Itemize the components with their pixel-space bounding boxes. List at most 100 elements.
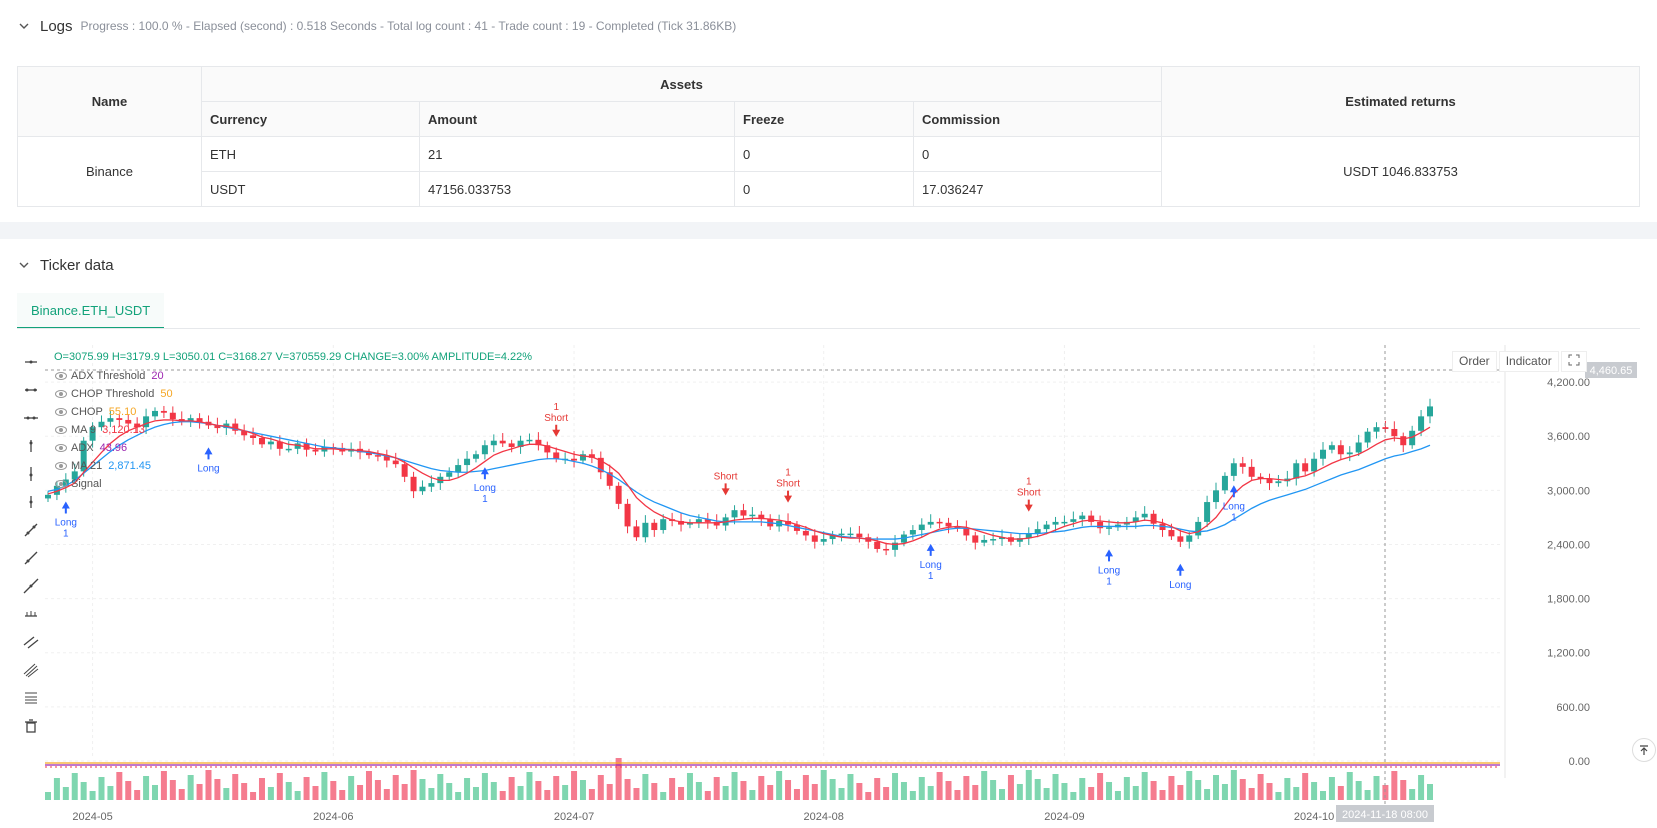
extended-line-icon[interactable] [18,404,44,432]
volume-bar [294,791,301,800]
volume-bar [160,771,167,800]
volume-bar [267,787,274,800]
eye-icon[interactable] [55,462,67,470]
volume-bar [900,782,907,800]
volume-bar [1239,779,1246,800]
candle-body [267,441,274,445]
volume-bar [731,772,738,800]
chevron-down-icon[interactable] [17,19,31,33]
candle-body [829,534,836,540]
volume-bar [80,782,87,800]
short-arrow-icon [552,424,561,437]
ray-line-icon[interactable] [18,376,44,404]
vertical-line-icon[interactable] [18,460,44,488]
candle-body [856,533,863,538]
candlestick-chart[interactable]: 4,200.00 3,600.00 3,000.00 2,400.00 1,800.00… [0,340,1657,828]
candle-body [160,410,167,413]
legend-item[interactable]: CHOP 55.10 [55,403,173,421]
indicator-button[interactable]: Indicator [1498,351,1559,372]
candle-body [1328,445,1335,450]
horizontal-line-icon[interactable] [18,348,44,376]
volume-bar [116,772,123,800]
eye-icon[interactable] [55,444,67,452]
volume-bar [339,790,346,800]
volume-bar [713,777,720,800]
legend-item[interactable]: ADX 43.96 [55,439,173,457]
fib-retracement-icon[interactable] [18,684,44,712]
trend-line-icon[interactable] [18,516,44,544]
logs-header[interactable]: Logs Progress : 100.0 % - Elapsed (secon… [0,8,1657,44]
candle-body [1168,530,1175,537]
fullscreen-icon[interactable] [1560,351,1587,372]
eye-icon[interactable] [55,372,67,380]
candle-body [143,416,150,428]
legend-item[interactable]: Signal [55,475,173,493]
volume-bar [45,792,51,800]
long-arrow-icon [61,501,70,514]
signal-qty: 1 [482,494,488,505]
volume-bar [499,791,506,800]
legend-item[interactable]: ADX Threshold 20 [55,367,173,385]
candle-body [571,458,578,461]
candle-body [927,521,934,525]
trash-icon[interactable] [18,712,44,740]
candle-body [80,440,87,472]
pitchfork-icon[interactable] [18,656,44,684]
chevron-down-icon[interactable] [17,258,31,272]
volume-bar [740,781,747,800]
eye-icon[interactable] [55,426,67,434]
volume-bar [704,791,711,800]
eye-icon[interactable] [55,390,67,398]
ray-trend-icon[interactable] [18,544,44,572]
y-tick-label: 2,400.00 [1547,539,1590,551]
volume-bar [811,784,818,800]
volume-bar [999,789,1006,800]
eye-icon[interactable] [55,408,67,416]
candle-body [383,456,390,461]
volume-bar [553,776,560,800]
scroll-to-top-button[interactable] [1632,738,1656,762]
cell-freeze: 0 [734,136,914,172]
signal-qty: 1 [1106,576,1112,587]
volume-bar [446,783,453,800]
tab-binance-eth-usdt[interactable]: Binance.ETH_USDT [17,293,165,329]
candle-body [1132,517,1139,522]
extended-trend-icon[interactable] [18,572,44,600]
candle-body [464,458,471,466]
legend-value: 3,120.13 [102,424,145,436]
long-arrow-icon [1229,485,1238,498]
candle-body [1213,490,1220,503]
candle-body [883,548,890,551]
price-range-icon[interactable] [18,600,44,628]
candle-body [642,522,649,538]
candle-body [731,510,738,518]
candle-body [1141,513,1148,518]
volume-bar [615,758,622,800]
cell-amount: 47156.033753 [419,171,735,207]
ticker-header[interactable]: Ticker data [0,247,1657,283]
x-tick-label: 2024-07 [554,811,594,823]
volume-bar [1418,775,1425,800]
legend-item[interactable]: MA 21 2,871.45 [55,457,173,475]
volume-bar [909,791,916,800]
volume-bar [874,778,881,800]
volume-bar [125,781,132,800]
order-button[interactable]: Order [1452,351,1497,372]
volume-bar [312,786,319,800]
volume-bar [838,788,845,800]
parallel-channel-icon[interactable] [18,628,44,656]
x-tick-label: 2024-05 [72,811,112,823]
candle-body [615,485,622,504]
candle-body [134,423,141,428]
candle-body [588,454,595,458]
cross-line-icon[interactable] [18,488,44,516]
candle-body [909,530,916,535]
vertical-ray-icon[interactable] [18,432,44,460]
candle-body [1034,529,1041,534]
volume-bar [1337,786,1344,800]
candle-body [802,530,809,536]
signal-label: Long [197,463,219,474]
legend-item[interactable]: MA 9 3,120.13 [55,421,173,439]
legend-item[interactable]: CHOP Threshold 50 [55,385,173,403]
eye-icon[interactable] [55,480,67,488]
